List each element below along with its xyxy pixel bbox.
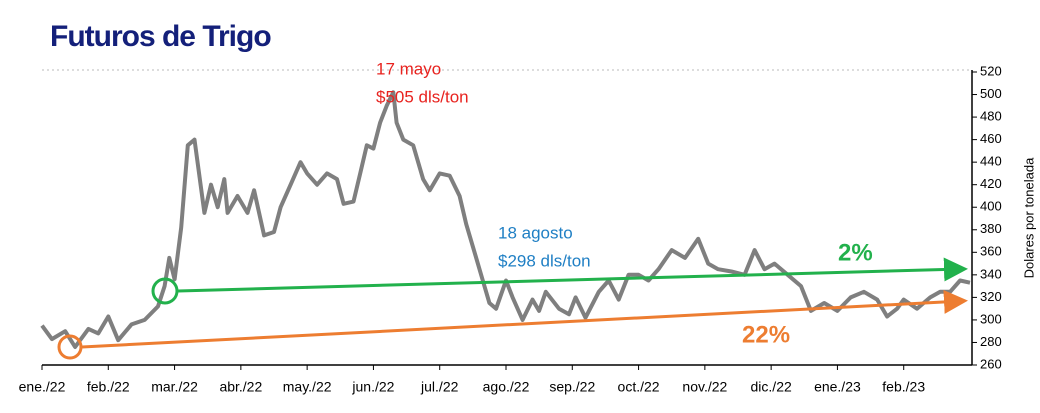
- y-tick-label: 280: [980, 334, 1002, 349]
- trend-arrow: [81, 289, 968, 349]
- y-axis-label: Dolares por tonelada: [1021, 157, 1036, 278]
- x-tick-label: sep./22: [549, 379, 595, 395]
- plot: 260 280 300 320 340 360 380 400 420 440 460 480 500 5…: [19, 63, 1002, 394]
- x-tick-label: dic./22: [751, 379, 792, 395]
- x-tick-label: ene./22: [19, 379, 66, 395]
- y-tick-label: 320: [980, 289, 1002, 304]
- y-tick-label: 300: [980, 311, 1002, 326]
- y-tick-label: 480: [980, 109, 1002, 124]
- chart-title: Futuros de Trigo: [50, 20, 271, 53]
- annotation: 18 agosto: [498, 223, 573, 242]
- x-tick-label: jun./22: [351, 379, 394, 395]
- annotation: $505 dls/ton: [376, 87, 469, 106]
- price-line: [40, 90, 971, 349]
- highlight-circle: [151, 277, 179, 305]
- annotation: 22%: [742, 321, 790, 348]
- x-tick-label: ene./23: [814, 379, 861, 395]
- x-tick-label: feb./22: [87, 379, 130, 395]
- x-tick-label: nov./22: [682, 379, 727, 395]
- x-tick-label: ago./22: [483, 379, 530, 395]
- highlight-circle: [57, 334, 83, 360]
- annotation: 2%: [838, 239, 873, 266]
- y-tick-label: 420: [980, 176, 1002, 191]
- y-tick-label: 400: [980, 199, 1002, 214]
- x-tick-label: oct./22: [618, 379, 660, 395]
- x-tick-label: abr./22: [219, 379, 262, 395]
- y-tick-label: 500: [980, 86, 1002, 101]
- trend-arrow: [177, 257, 968, 293]
- x-tick-label: mar./22: [151, 379, 198, 395]
- y-tick-label: 360: [980, 244, 1002, 259]
- annotation: 17 mayo: [376, 59, 441, 78]
- x-tick-label: may./22: [283, 379, 332, 395]
- y-tick-label: 380: [980, 221, 1002, 236]
- y-tick-label: 460: [980, 131, 1002, 146]
- y-tick-label: 440: [980, 154, 1002, 169]
- x-tick-label: feb./23: [882, 379, 925, 395]
- annotation: $298 dls/ton: [498, 251, 591, 270]
- y-tick-label: 260: [980, 356, 1002, 371]
- y-tick-label: 340: [980, 266, 1002, 281]
- x-tick-label: jul./22: [420, 379, 459, 395]
- y-tick-label: 520: [980, 63, 1002, 78]
